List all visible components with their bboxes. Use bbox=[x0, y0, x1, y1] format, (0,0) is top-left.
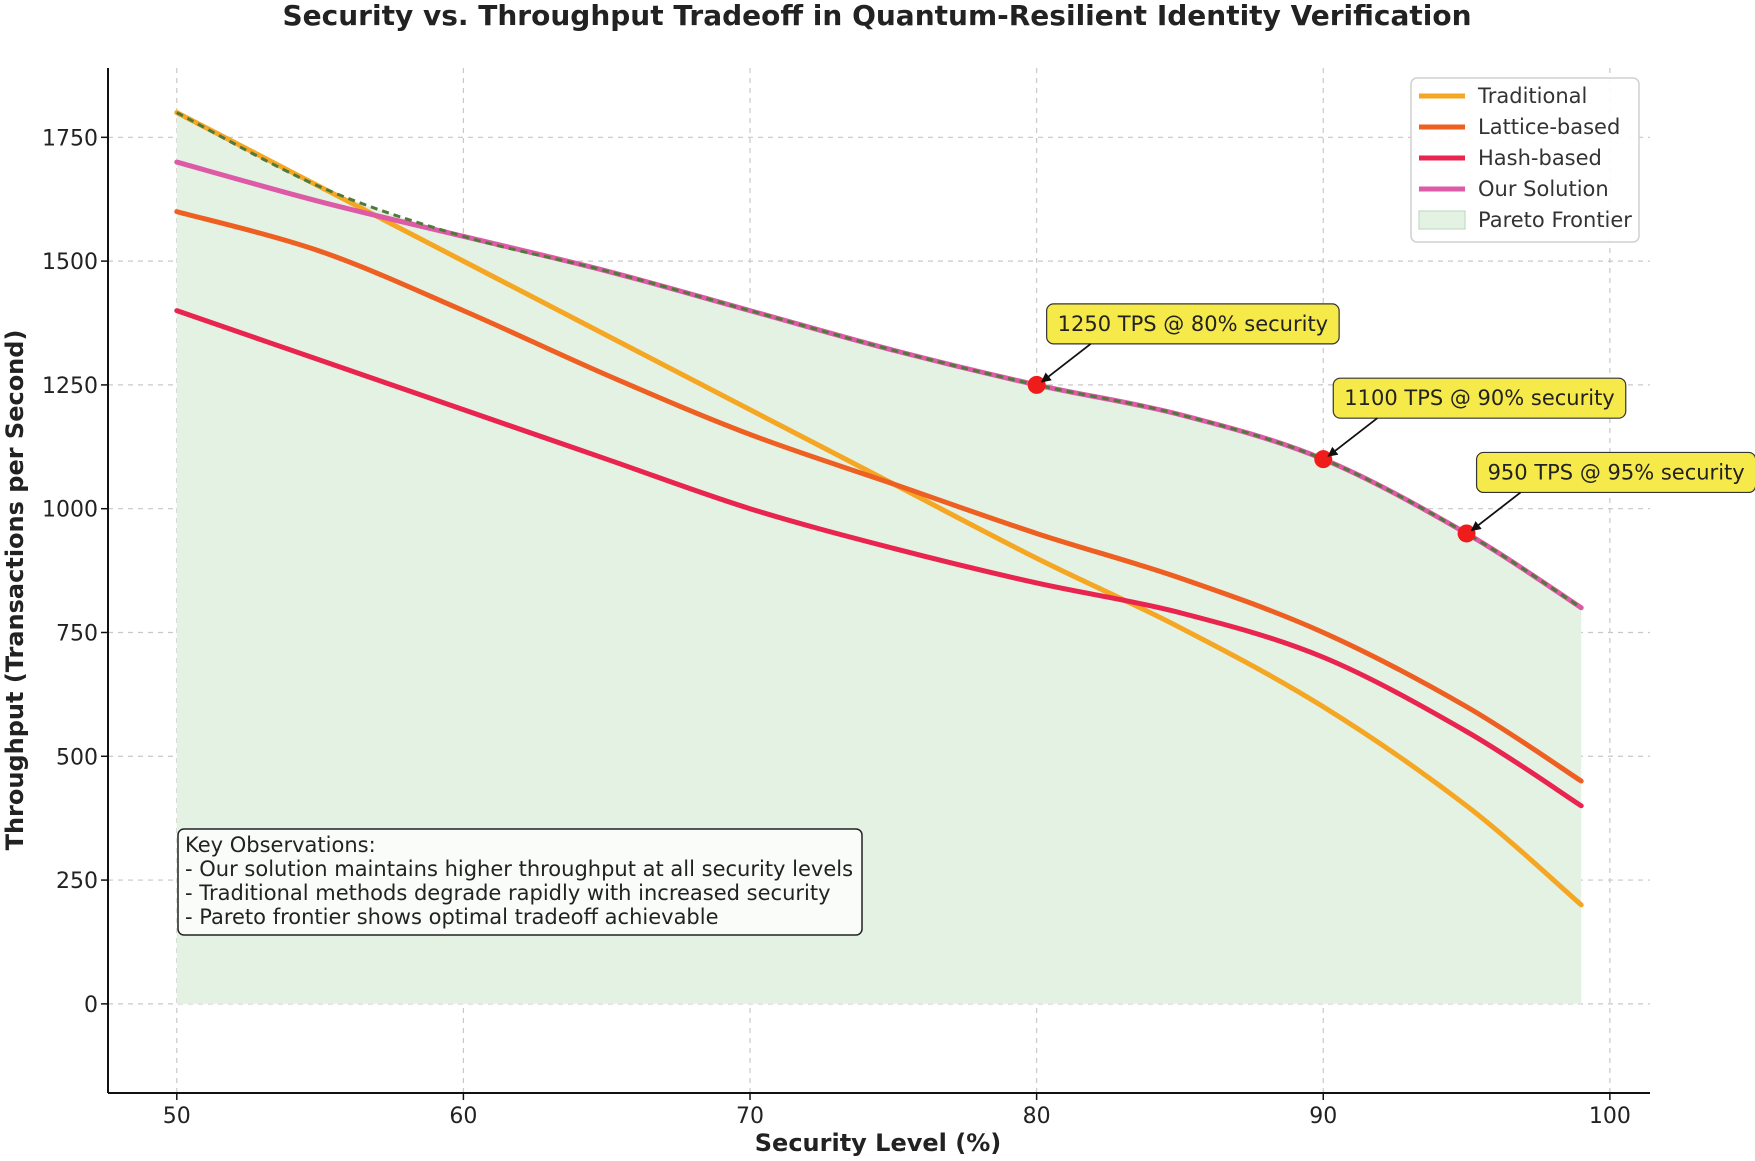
x-tick-label: 50 bbox=[163, 1104, 191, 1129]
legend-box bbox=[1410, 77, 1640, 243]
series-line-lattice-based bbox=[174, 209, 1584, 784]
legend-label: Traditional bbox=[1477, 84, 1587, 108]
legend-label: Our Solution bbox=[1478, 177, 1609, 201]
observation-line: - Traditional methods degrade rapidly wi… bbox=[185, 881, 831, 905]
y-tick-label: 1750 bbox=[42, 126, 98, 151]
annotation-marker bbox=[1027, 375, 1046, 394]
key-observations-box: Key Observations:- Our solution maintain… bbox=[177, 828, 863, 936]
y-tick-label: 1250 bbox=[42, 374, 98, 399]
legend-label: Lattice-based bbox=[1478, 115, 1620, 139]
series-layer bbox=[174, 110, 1584, 908]
series-line-hash-based bbox=[174, 308, 1584, 809]
annotation-marker bbox=[1457, 524, 1476, 543]
x-tick-label: 90 bbox=[1309, 1104, 1337, 1129]
observations-frame bbox=[177, 828, 863, 936]
annotation-arrow bbox=[1470, 491, 1522, 532]
annotation-box bbox=[1046, 303, 1340, 345]
y-tick-label: 0 bbox=[84, 993, 98, 1018]
observations-heading: Key Observations: bbox=[185, 833, 376, 857]
axes bbox=[107, 68, 1650, 1094]
legend-label: Pareto Frontier bbox=[1478, 208, 1632, 232]
annotation-text: 950 TPS @ 95% security bbox=[1488, 460, 1745, 484]
annotation-callout: 950 TPS @ 95% security bbox=[1470, 451, 1755, 532]
annotation-text: 1250 TPS @ 80% security bbox=[1058, 312, 1329, 336]
x-tick-label: 80 bbox=[1023, 1104, 1051, 1129]
annotation-box bbox=[1332, 377, 1627, 419]
legend-label: Hash-based bbox=[1478, 146, 1602, 170]
annotation-text: 1100 TPS @ 90% security bbox=[1344, 386, 1615, 410]
legend: Traditional Lattice-based Hash-based Our So… bbox=[1410, 77, 1640, 243]
pareto-frontier-area bbox=[176, 112, 1582, 1004]
annotation-callout: 1250 TPS @ 80% security bbox=[1040, 303, 1340, 383]
x-axis-label: Security Level (%) bbox=[755, 1129, 1001, 1157]
observation-line: - Our solution maintains higher throughp… bbox=[185, 857, 853, 881]
y-tick-label: 1000 bbox=[42, 498, 98, 523]
annotation-box bbox=[1475, 451, 1755, 494]
annotation-arrow bbox=[1040, 343, 1092, 383]
annotation-marker bbox=[1314, 450, 1333, 469]
annotation-arrow bbox=[1327, 417, 1378, 457]
y-tick-label: 250 bbox=[56, 869, 98, 894]
x-tick-label: 100 bbox=[1589, 1104, 1631, 1129]
legend-swatch bbox=[1418, 210, 1466, 230]
y-tick-label: 500 bbox=[56, 745, 98, 770]
pareto-area-layer bbox=[176, 112, 1582, 1004]
y-tick-label: 750 bbox=[56, 621, 98, 646]
x-tick-label: 60 bbox=[449, 1104, 477, 1129]
y-axis-label: Throughput (Transactions per Second) bbox=[1, 330, 29, 851]
annotation-callout: 1100 TPS @ 90% security bbox=[1327, 377, 1627, 457]
x-tick-label: 70 bbox=[736, 1104, 764, 1129]
observation-line: - Pareto frontier shows optimal tradeoff… bbox=[185, 905, 719, 929]
y-tick-label: 1500 bbox=[42, 250, 98, 275]
pareto-frontier-line bbox=[176, 111, 1583, 609]
annotations: 1250 TPS @ 80% security 1100 TPS @ 90% se… bbox=[1040, 303, 1755, 532]
chart-title: Security vs. Throughput Tradeoff in Quan… bbox=[282, 0, 1471, 32]
